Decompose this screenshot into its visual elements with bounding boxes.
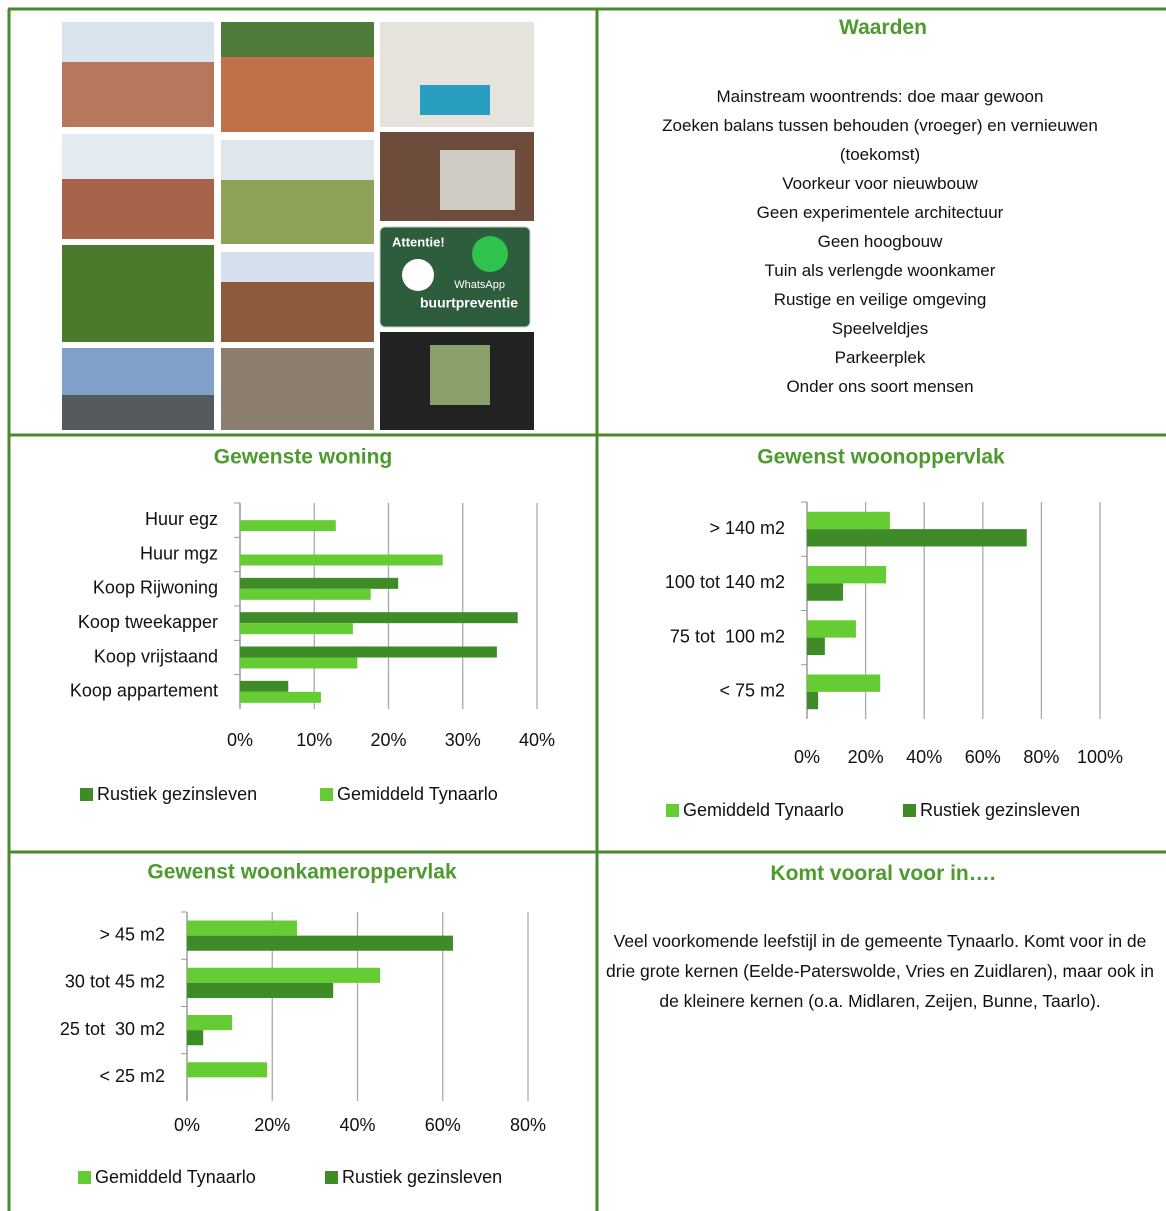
bar [187, 1030, 203, 1045]
bar [187, 936, 453, 951]
x-tick-label: 60% [425, 1115, 461, 1135]
location-text: Veel voorkomende leefstijl in de gemeent… [602, 926, 1158, 1016]
value-item: Voorkeur voor nieuwbouw [640, 169, 1120, 198]
sign-text: Attentie! [392, 234, 445, 249]
panel-title: Komt vooral voor in…. [600, 862, 1166, 886]
panel-title: Waarden [600, 16, 1166, 40]
legend-swatch [903, 804, 916, 817]
bar [187, 921, 297, 936]
value-item: Geen hoogbouw [640, 227, 1120, 256]
chart-title: Gewenst woonoppervlak [757, 446, 1005, 469]
x-tick-label: 60% [965, 747, 1001, 767]
x-tick-label: 30% [445, 730, 481, 750]
legend-swatch [666, 804, 679, 817]
bar [807, 583, 843, 600]
value-item: Geen experimentele architectuur [640, 198, 1120, 227]
value-item: Parkeerplek [640, 343, 1120, 372]
y-tick-label: 30 tot 45 m2 [65, 972, 165, 992]
y-tick-label: < 75 m2 [719, 681, 785, 701]
x-tick-label: 100% [1077, 747, 1123, 767]
x-tick-label: 40% [519, 730, 555, 750]
x-tick-label: 10% [296, 730, 332, 750]
y-tick-label: Koop Rijwoning [93, 578, 218, 598]
bar [187, 1015, 232, 1030]
bar [240, 647, 497, 658]
chart-title: Gewenste woning [214, 446, 393, 469]
legend-label: Rustiek gezinsleven [97, 784, 257, 804]
chart-title: Gewenst woonkameroppervlak [147, 861, 457, 884]
value-item: Zoeken balans tussen behouden (vroeger) … [640, 111, 1120, 169]
x-tick-label: 80% [510, 1115, 546, 1135]
sign-text: buurtpreventie [420, 295, 518, 311]
y-tick-label: 75 tot 100 m2 [670, 626, 785, 646]
bar [187, 1062, 267, 1077]
y-tick-label: > 45 m2 [99, 924, 165, 944]
bar [240, 589, 371, 600]
bar [807, 529, 1027, 546]
x-tick-label: 20% [254, 1115, 290, 1135]
legend-swatch [80, 788, 93, 801]
x-tick-label: 40% [339, 1115, 375, 1135]
legend-swatch [78, 1171, 91, 1184]
bar [807, 675, 880, 692]
y-tick-label: 100 tot 140 m2 [665, 572, 785, 592]
value-item: Onder ons soort mensen [640, 372, 1120, 401]
legend-label: Rustiek gezinsleven [342, 1167, 502, 1187]
x-tick-label: 20% [848, 747, 884, 767]
x-tick-label: 0% [227, 730, 253, 750]
bar [807, 620, 856, 637]
y-tick-label: Huur mgz [140, 543, 218, 563]
y-tick-label: > 140 m2 [709, 518, 785, 538]
x-tick-label: 0% [174, 1115, 200, 1135]
y-tick-label: Koop tweekapper [78, 612, 218, 632]
bar [240, 612, 518, 623]
x-tick-label: 80% [1023, 747, 1059, 767]
value-item: Speelveldjes [640, 314, 1120, 343]
bar [807, 638, 825, 655]
y-tick-label: Koop vrijstaand [94, 646, 218, 666]
photo-collage: Attentie! WhatsApp buurtpreventie [62, 22, 534, 430]
bar [807, 512, 890, 529]
bar [240, 555, 443, 566]
bar [807, 692, 818, 709]
y-tick-label: < 25 m2 [99, 1066, 165, 1086]
legend-label: Gemiddeld Tynaarlo [337, 784, 498, 804]
page: Attentie! WhatsApp buurtpreventie Gewens… [0, 0, 1166, 1211]
x-tick-label: 20% [370, 730, 406, 750]
bar [807, 566, 886, 583]
bar [240, 681, 288, 692]
bar [240, 658, 357, 669]
legend-label: Gemiddeld Tynaarlo [683, 800, 844, 820]
bar [240, 692, 321, 703]
x-tick-label: 0% [794, 747, 820, 767]
bar [240, 520, 336, 531]
bar [240, 623, 353, 634]
legend-label: Gemiddeld Tynaarlo [95, 1167, 256, 1187]
bar [187, 968, 380, 983]
y-tick-label: 25 tot 30 m2 [60, 1019, 165, 1039]
value-item: Rustige en veilige omgeving [640, 285, 1120, 314]
y-tick-label: Koop appartement [70, 681, 218, 701]
x-tick-label: 40% [906, 747, 942, 767]
bar [187, 983, 333, 998]
sign-text: WhatsApp [454, 279, 505, 291]
legend-label: Rustiek gezinsleven [920, 800, 1080, 820]
bar [240, 578, 398, 589]
y-tick-label: Huur egz [145, 509, 218, 529]
value-item: Mainstream woontrends: doe maar gewoon [640, 82, 1120, 111]
legend-swatch [325, 1171, 338, 1184]
legend-swatch [320, 788, 333, 801]
value-item: Tuin als verlengde woonkamer [640, 256, 1120, 285]
